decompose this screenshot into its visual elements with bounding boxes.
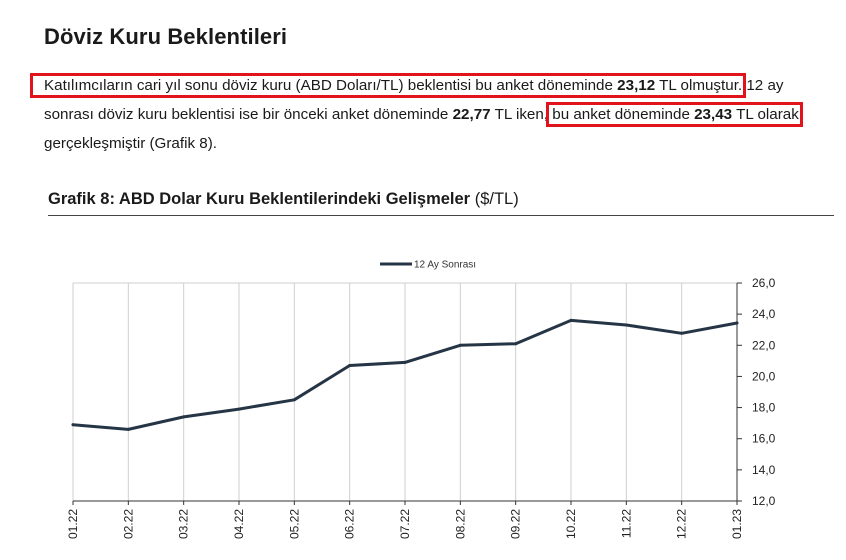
- y-tick-label: 18,0: [752, 401, 776, 415]
- x-tick-label: 11.22: [619, 509, 633, 538]
- value-previous: 22,77: [452, 106, 491, 123]
- series-group: [71, 318, 739, 431]
- data-point-10.22: [569, 318, 573, 322]
- highlight-box-year-end: Katılımcıların cari yıl sonu döviz kuru …: [29, 73, 747, 98]
- text-s2-end: gerçekleşmiştir (Grafik 8).: [44, 135, 217, 152]
- x-tick-label: 05.22: [287, 509, 301, 539]
- x-tick-label: 09.22: [509, 509, 523, 539]
- data-point-06.22: [348, 364, 352, 368]
- x-tick-label: 01.22: [66, 509, 80, 539]
- y-tick-label: 12,0: [752, 494, 776, 508]
- figure-title-rule: [48, 215, 834, 216]
- paragraph: Katılımcıların cari yıl sonu döviz kuru …: [29, 71, 834, 158]
- x-tick-label: 08.22: [453, 509, 467, 539]
- y-tick-label: 26,0: [752, 276, 776, 290]
- x-tick-label: 03.22: [177, 509, 191, 539]
- page-heading: Döviz Kuru Beklentileri: [44, 24, 288, 49]
- text-s2-start: 12 ay sonrası döviz kuru beklentisi ise …: [44, 77, 784, 123]
- text-s1-start: Katılımcıların cari yıl sonu döviz kuru …: [44, 77, 618, 94]
- data-point-04.22: [237, 407, 241, 411]
- data-point-08.22: [458, 343, 462, 347]
- y-tick-label: 14,0: [752, 463, 776, 477]
- highlight-box-12-month: bu anket döneminde 23,43 TL olarak: [546, 102, 803, 127]
- y-tick-label: 24,0: [752, 307, 776, 321]
- legend-label: 12 Ay Sonrası: [414, 260, 476, 271]
- figure-unit: ($/TL): [474, 190, 519, 208]
- x-tick-label: 12.22: [675, 509, 689, 539]
- axes: 12,0 14,0 16,0 18,0 20,0 22,0 24,0 26,0 01.22 02.…: [66, 276, 776, 539]
- data-point-02.22: [126, 427, 130, 431]
- figure-title-text: Grafik 8: ABD Dolar Kuru Beklentilerinde…: [48, 190, 471, 208]
- legend: 12 Ay Sonrası: [380, 260, 476, 271]
- text-s2-mid: TL iken,: [490, 106, 553, 123]
- data-point-07.22: [403, 360, 407, 364]
- x-tick-label: 07.22: [398, 509, 412, 539]
- data-point-05.22: [292, 398, 296, 402]
- data-point-09.22: [514, 342, 518, 346]
- figure-title: Grafik 8: ABD Dolar Kuru Beklentilerinde…: [48, 190, 519, 209]
- data-point-01.22: [71, 423, 75, 427]
- grid: [72, 282, 738, 501]
- x-tick-label: 04.22: [232, 509, 246, 539]
- text-s2-hl-start: bu anket döneminde: [552, 106, 695, 123]
- value-year-end: 23,12: [617, 77, 656, 94]
- text-s2-hl-end: TL olarak: [732, 106, 799, 123]
- y-tick-label: 20,0: [752, 369, 776, 383]
- value-12-month: 23,43: [694, 106, 733, 123]
- x-tick-label: 02.22: [121, 509, 135, 539]
- x-tick-label: 10.22: [564, 509, 578, 539]
- data-point-11.22: [624, 323, 628, 327]
- y-tick-label: 16,0: [752, 432, 776, 446]
- y-tick-label: 22,0: [752, 338, 776, 352]
- data-point-12.22: [680, 331, 684, 335]
- data-point-03.22: [182, 415, 186, 419]
- x-tick-label: 01.23: [730, 509, 744, 539]
- text-s1-end: TL olmuştur.: [655, 77, 743, 94]
- x-tick-label: 06.22: [343, 509, 357, 539]
- line-chart: 12 Ay Sonrası 12,0 14,0 16,0 18,0 20,0 22,0 24…: [66, 260, 776, 540]
- data-point-01.23: [735, 321, 739, 325]
